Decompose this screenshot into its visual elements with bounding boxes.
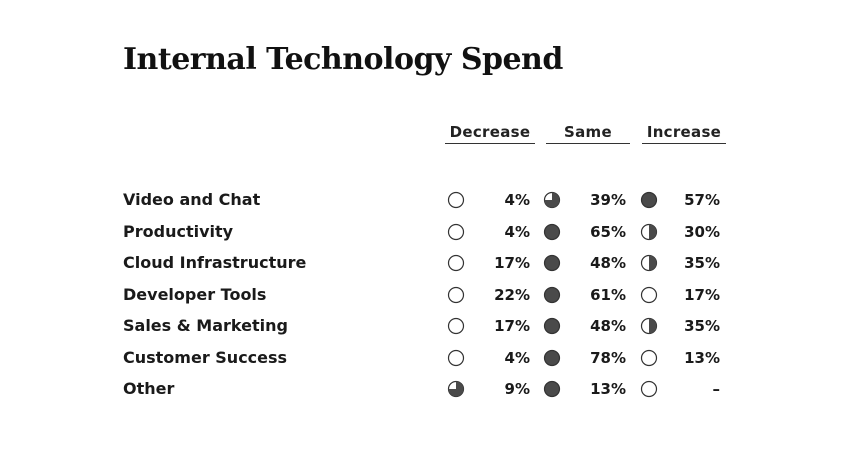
same-value: 13% [590,380,626,398]
same-value: 48% [590,317,626,335]
table-row: Customer Success 4% 78% 13% [0,346,847,370]
column-header-increase: Increase [642,123,726,144]
decrease-value: 4% [504,191,530,209]
full-circle-icon [543,317,561,335]
increase-value: 13% [684,348,720,367]
row-label: Cloud Infrastructure [123,253,307,272]
row-label: Video and Chat [123,190,261,209]
half-circle-icon [640,223,658,241]
empty-circle-icon [640,286,658,304]
decrease-value: 9% [504,380,530,398]
empty-circle-icon [447,191,465,209]
table-row: Productivity 4% 65% 30% [0,220,847,244]
row-label: Productivity [123,221,234,241]
three-quarter-circle-icon [543,191,561,209]
table-row: Cloud Infrastructure 17% 48% 35% [0,251,847,275]
chart-title: Internal Technology Spend [123,42,563,77]
column-header-decrease: Decrease [445,123,535,144]
column-header-same: Same [546,123,630,144]
increase-value: 35% [684,254,720,272]
row-label: Customer Success [123,347,288,367]
same-value: 39% [590,191,626,209]
decrease-value: 4% [504,222,530,241]
half-circle-icon [640,317,658,335]
decrease-value: 4% [504,348,530,367]
decrease-value: 17% [494,254,530,272]
three-quarter-circle-icon [447,380,465,398]
full-circle-icon [543,349,561,367]
same-value: 61% [590,285,626,304]
empty-circle-icon [447,223,465,241]
row-label: Developer Tools [123,284,267,304]
table-row: Other 9% 13% – [0,377,847,401]
decrease-value: 17% [494,317,530,335]
full-circle-icon [543,286,561,304]
increase-value: 57% [684,191,720,209]
full-circle-icon [640,191,658,209]
table-row: Video and Chat 4% 39% 57% [0,188,847,212]
empty-circle-icon [447,286,465,304]
decrease-value: 22% [494,285,530,304]
increase-value: 17% [684,285,720,304]
half-circle-icon [640,254,658,272]
same-value: 65% [590,222,626,241]
empty-circle-icon [447,349,465,367]
full-circle-icon [543,223,561,241]
empty-circle-icon [447,317,465,335]
row-label: Other [123,379,175,398]
increase-value: 30% [684,222,720,241]
empty-circle-icon [640,380,658,398]
table-row: Sales & Marketing 17% 48% 35% [0,314,847,338]
same-value: 78% [590,348,626,367]
row-label: Sales & Marketing [123,316,288,335]
table-row: Developer Tools 22% 61% 17% [0,283,847,307]
full-circle-icon [543,254,561,272]
empty-circle-icon [640,349,658,367]
full-circle-icon [543,380,561,398]
increase-value: – [712,380,721,398]
same-value: 48% [590,254,626,272]
empty-circle-icon [447,254,465,272]
increase-value: 35% [684,317,720,335]
